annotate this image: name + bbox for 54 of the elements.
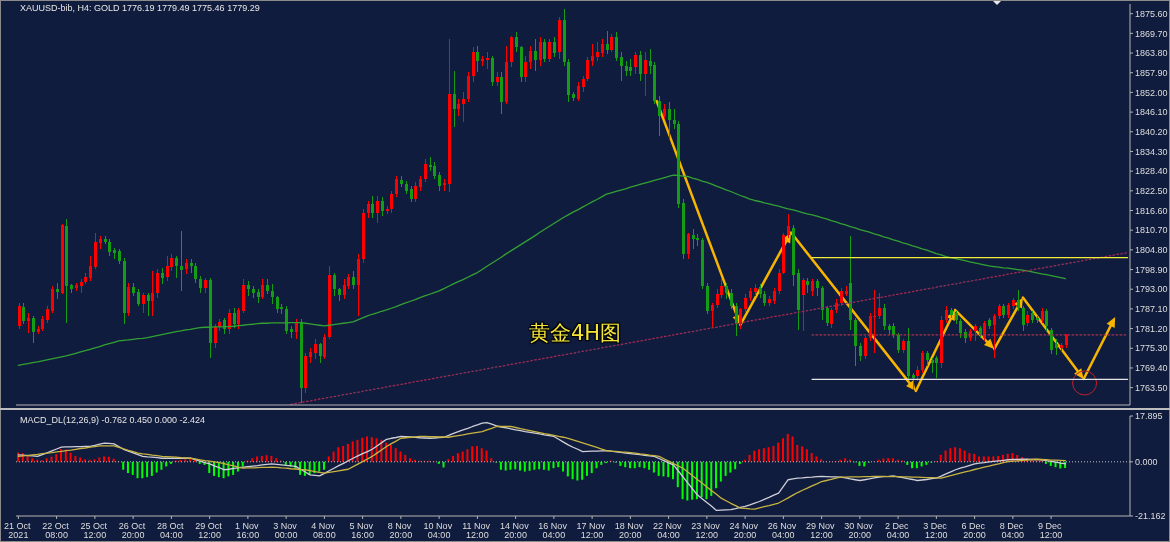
x-tick-label: 11 Nov 12:00 <box>462 520 493 540</box>
y-tick-label: 1869.70 <box>1135 28 1168 39</box>
y-tick-label: 0.000 <box>1135 457 1158 468</box>
y-tick-label: 1787.10 <box>1135 304 1168 315</box>
x-tick-label: 21 Oct 2021 <box>3 520 33 540</box>
y-tick-label: 1875.60 <box>1135 8 1168 19</box>
x-tick-label: 23 Nov 12:00 <box>691 520 723 540</box>
y-tick-label: 1857.90 <box>1135 67 1168 78</box>
chart-title: XAUUSD-bib, H4: GOLD 1776.19 1779.49 1775.46 1779.29 <box>20 3 260 14</box>
x-tick-label: 22 Nov 04:00 <box>653 520 685 540</box>
chart-title: MACD_DL(12,26,9) -0.762 0.450 0.000 -2.424 <box>20 415 206 426</box>
x-tick-label: 16 Nov 04:00 <box>538 520 570 540</box>
y-tick-label: 1863.80 <box>1135 48 1168 59</box>
x-tick-label: 28 Oct 04:00 <box>156 520 186 540</box>
y-tick-label: 1798.90 <box>1135 264 1168 275</box>
x-tick-label: 24 Nov 20:00 <box>729 520 761 540</box>
x-tick-label: 25 Oct 12:00 <box>80 520 110 540</box>
y-tick-label: 1804.80 <box>1135 245 1168 256</box>
x-tick-label: 14 Nov 20:00 <box>500 520 532 540</box>
x-tick-label: 22 Oct 08:00 <box>42 520 72 540</box>
y-tick-label: 1775.30 <box>1135 343 1168 354</box>
x-tick-label: 2 Dec 04:00 <box>885 520 912 540</box>
x-tick-label: 3 Dec 12:00 <box>923 520 950 540</box>
y-tick-label: 1852.00 <box>1135 87 1168 98</box>
y-tick-label: 1781.20 <box>1135 323 1168 334</box>
x-tick-label: 17 Nov 12:00 <box>576 520 608 540</box>
x-tick-label: 8 Dec 04:00 <box>999 520 1026 540</box>
y-tick-label: 1769.40 <box>1135 363 1168 374</box>
y-tick-label: 1816.60 <box>1135 205 1168 216</box>
y-tick-label: 1840.20 <box>1135 126 1168 137</box>
x-tick-label: 18 Nov 20:00 <box>614 520 646 540</box>
annotation: 黄金4H图 <box>528 321 622 345</box>
y-tick-label: 1822.50 <box>1135 186 1168 197</box>
x-tick-label: 10 Nov 04:00 <box>423 520 455 540</box>
y-tick-label: -21.162 <box>1135 511 1166 522</box>
x-tick-label: 30 Nov 20:00 <box>844 520 876 540</box>
x-tick-label: 26 Oct 20:00 <box>118 520 148 540</box>
y-tick-label: 1793.00 <box>1135 284 1168 295</box>
x-tick-label: 4 Nov 08:00 <box>311 520 338 540</box>
y-tick-label: 1834.30 <box>1135 146 1168 157</box>
x-tick-label: 1 Nov 16:00 <box>234 520 261 540</box>
y-tick-label: 17.895 <box>1135 411 1163 422</box>
x-tick-label: 29 Nov 12:00 <box>806 520 838 540</box>
x-tick-label: 29 Oct 12:00 <box>195 520 225 540</box>
y-tick-label: 1763.50 <box>1135 382 1168 393</box>
x-tick-label: 5 Nov 16:00 <box>349 520 376 540</box>
x-tick-label: 26 Nov 04:00 <box>767 520 799 540</box>
y-tick-label: 1810.70 <box>1135 225 1168 236</box>
y-tick-label: 1828.40 <box>1135 166 1168 177</box>
x-tick-label: 3 Nov 00:00 <box>273 520 300 540</box>
y-tick-label: 1846.10 <box>1135 107 1168 118</box>
x-tick-label: 8 Nov 20:00 <box>387 520 414 540</box>
x-tick-label: 6 Dec 20:00 <box>961 520 988 540</box>
x-tick-label: 9 Dec 12:00 <box>1038 520 1065 540</box>
